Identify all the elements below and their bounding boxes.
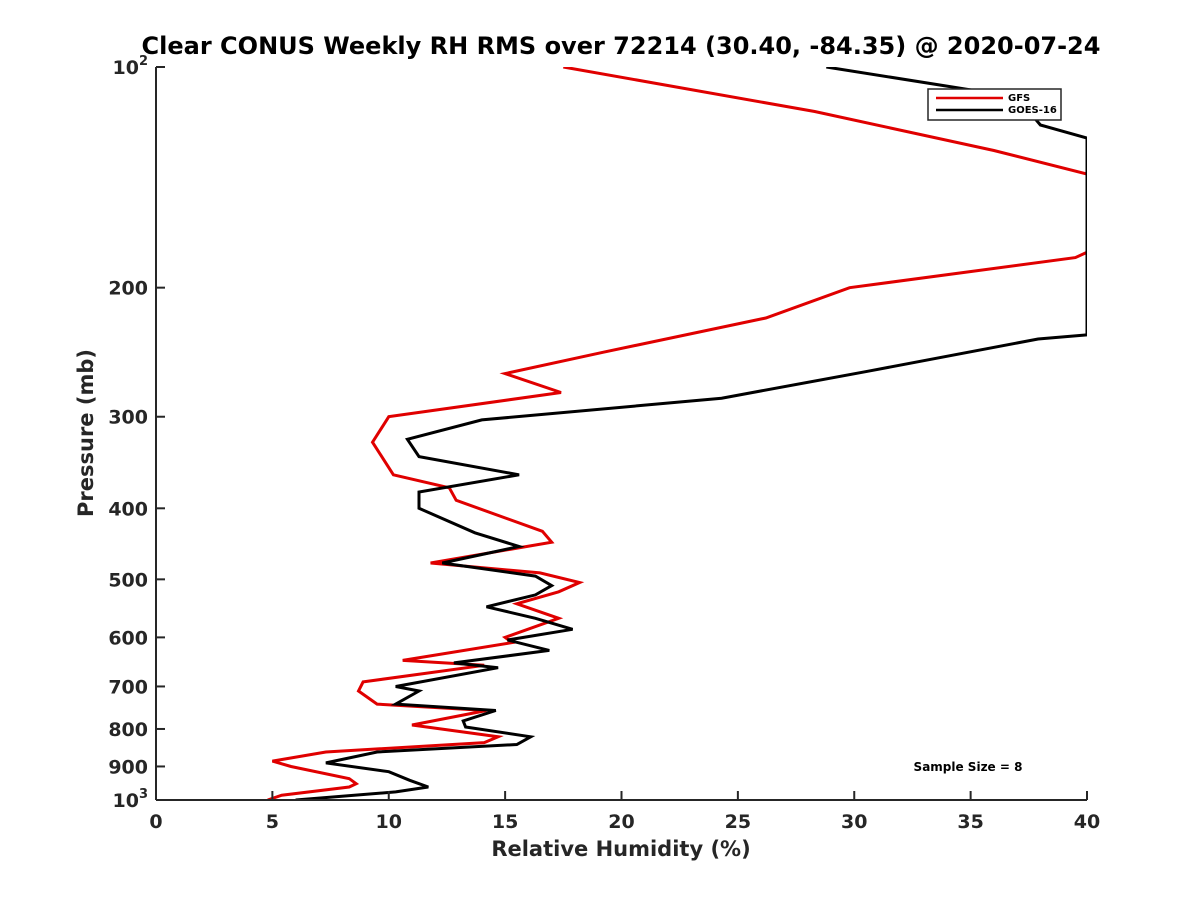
- y-tick-label: 102: [113, 54, 149, 79]
- legend-box: [927, 88, 1062, 121]
- y-tick-label: 300: [108, 407, 148, 429]
- x-tick-label: 20: [608, 811, 634, 833]
- series-line-goes-16: [295, 67, 1087, 800]
- axes: [155, 67, 1087, 801]
- x-axis-label: Relative Humidity (%): [491, 837, 750, 861]
- y-tick-label: 103: [113, 787, 149, 812]
- y-tick-label: 800: [108, 719, 148, 741]
- x-tick-label: 30: [841, 811, 867, 833]
- legend: GFS GOES-16: [927, 88, 1062, 121]
- x-tick-label: 15: [492, 811, 518, 833]
- y-ticks: 102 200 300 400 500 600 700 800 900 103: [108, 54, 165, 812]
- legend-label-gfs: GFS: [1008, 93, 1030, 104]
- y-tick-label: 500: [108, 569, 148, 591]
- x-tick-label: 35: [957, 811, 983, 833]
- legend-label-goes16: GOES-16: [1008, 105, 1057, 116]
- x-tick-label: 40: [1074, 811, 1100, 833]
- y-tick-label: 900: [108, 756, 148, 778]
- chart-title: Clear CONUS Weekly RH RMS over 72214 (30…: [142, 32, 1101, 60]
- series-layer: [267, 67, 1087, 800]
- sample-size-annotation: Sample Size = 8: [914, 760, 1023, 774]
- x-tick-label: 0: [149, 811, 162, 833]
- y-tick-label: 700: [108, 676, 148, 698]
- x-tick-label: 10: [376, 811, 402, 833]
- series-line-gfs: [267, 67, 1087, 800]
- y-tick-label: 400: [108, 498, 148, 520]
- x-tick-label: 25: [725, 811, 751, 833]
- x-tick-label: 5: [266, 811, 279, 833]
- y-tick-label: 600: [108, 627, 148, 649]
- x-ticks: 0 5 10 15 20 25 30 35 40: [149, 791, 1100, 833]
- y-tick-label: 200: [108, 278, 148, 300]
- y-axis-label: Pressure (mb): [74, 349, 98, 517]
